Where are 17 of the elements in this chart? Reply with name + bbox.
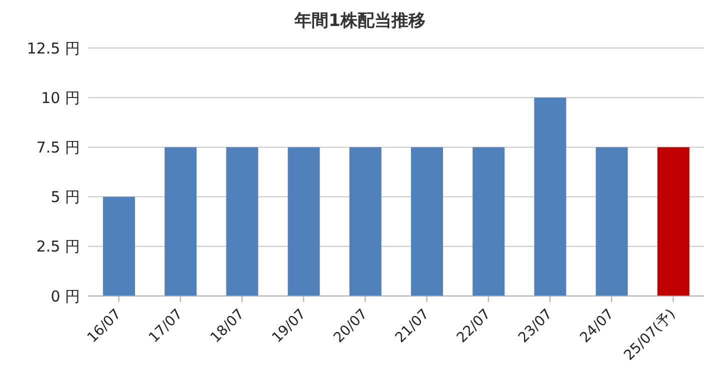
bar bbox=[472, 147, 505, 296]
bar bbox=[596, 147, 628, 296]
bar bbox=[164, 147, 197, 296]
y-tick-label: 7.5 円 bbox=[36, 138, 80, 157]
chart-title: 年間1株配当推移 bbox=[293, 10, 426, 33]
bar bbox=[657, 147, 690, 296]
y-tick-label: 2.5 円 bbox=[36, 238, 80, 256]
bar bbox=[103, 196, 135, 296]
bar bbox=[288, 147, 320, 296]
y-tick-label: 12.5 円 bbox=[26, 39, 80, 58]
bar bbox=[411, 147, 443, 296]
bar bbox=[226, 147, 258, 296]
bar bbox=[534, 98, 566, 296]
bar bbox=[349, 147, 382, 296]
y-tick-label: 5 円 bbox=[50, 188, 80, 206]
y-tick-label: 0 円 bbox=[50, 287, 80, 306]
y-tick-label: 10 円 bbox=[41, 88, 80, 107]
